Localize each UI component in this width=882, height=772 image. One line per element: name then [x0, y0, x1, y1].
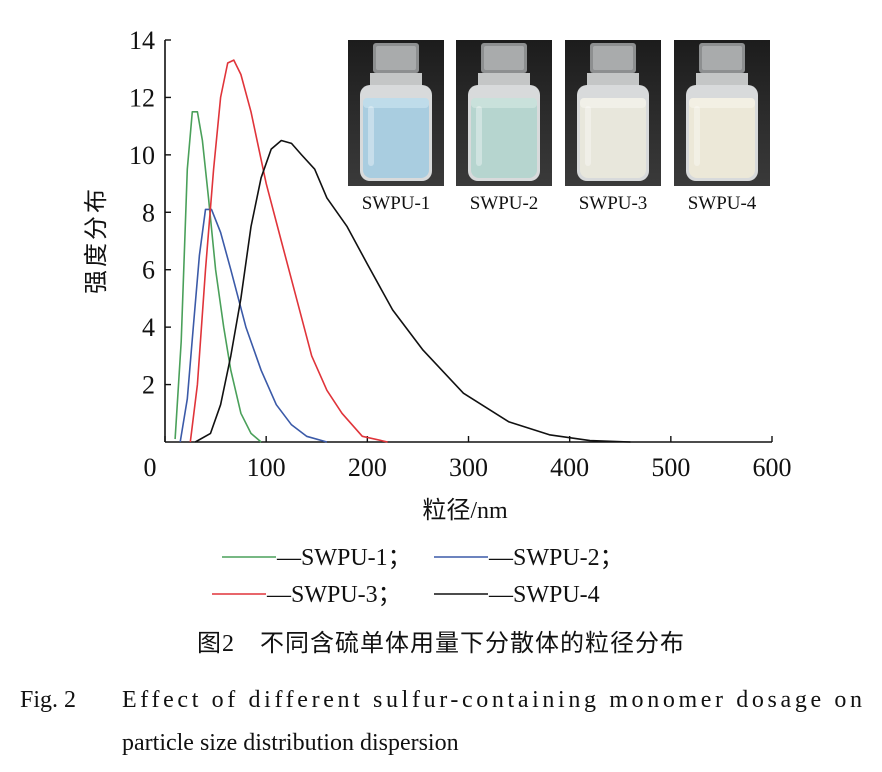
vial-liquid-surface	[580, 98, 646, 108]
series-line-swpu-2	[179, 208, 328, 443]
vial-cap-highlight	[484, 46, 524, 70]
legend-label-swpu-1: —SWPU-1；	[276, 545, 412, 571]
x-tick-label: 300	[449, 453, 488, 482]
vial-neck	[696, 73, 748, 85]
series-line-swpu-1	[174, 111, 262, 443]
photo-swpu-3: SWPU-3	[565, 40, 661, 214]
caption-english-line1: Effect of different sulfur-containing mo…	[122, 687, 862, 713]
inset-photos: SWPU-1 SWPU-2 SWPU-3 SWPU-4	[348, 40, 770, 214]
photo-label: SWPU-4	[688, 193, 757, 214]
series-line-swpu-3	[189, 59, 388, 443]
y-tick-label: 12	[129, 83, 155, 112]
vial-glare	[368, 106, 374, 166]
photo-swpu-1: SWPU-1	[348, 40, 444, 214]
photo-swpu-2: SWPU-2	[456, 40, 552, 214]
series-line-swpu-4	[194, 139, 631, 443]
y-tick-label: 6	[142, 256, 155, 285]
x-tick-label: 600	[753, 453, 792, 482]
vial-cap-highlight	[376, 46, 416, 70]
x-ticks: 0 100 200 300 400 500 600	[144, 436, 792, 482]
x-tick-label: 400	[550, 453, 589, 482]
y-ticks: 2 4 6 8 10 12 14	[129, 26, 171, 400]
vial-neck	[370, 73, 422, 85]
vial-cap-highlight	[702, 46, 742, 70]
y-tick-label: 10	[129, 141, 155, 170]
photo-label: SWPU-3	[579, 193, 648, 214]
caption-chinese: 图2 不同含硫单体用量下分散体的粒径分布	[197, 630, 685, 657]
photo-swpu-4: SWPU-4	[674, 40, 770, 214]
vial-cap-highlight	[593, 46, 633, 70]
vial-liquid-surface	[471, 98, 537, 108]
x-tick-label: 200	[348, 453, 387, 482]
x-tick-label: 0	[144, 453, 157, 482]
vial-liquid	[363, 98, 429, 178]
vial-liquid-surface	[689, 98, 755, 108]
axes: 0 100 200 300 400 500 600 2 4 6 8 10 12 14	[129, 26, 792, 482]
x-tick-label: 100	[247, 453, 286, 482]
legend-label-swpu-3: —SWPU-3；	[266, 582, 402, 608]
y-tick-label: 8	[142, 198, 155, 227]
y-tick-label: 14	[129, 26, 155, 55]
vial-glare	[585, 106, 591, 166]
vial-liquid	[471, 98, 537, 178]
legend-label-swpu-4: —SWPU-4	[488, 582, 600, 608]
vial-liquid	[689, 98, 755, 178]
vial-neck	[478, 73, 530, 85]
y-tick-label: 2	[142, 371, 155, 400]
y-axis-title: 强度分布	[83, 186, 110, 294]
caption-english-line2: particle size distribution dispersion	[122, 730, 459, 756]
x-axis-title: 粒径/nm	[422, 497, 508, 524]
legend-label-swpu-2: —SWPU-2；	[488, 545, 624, 571]
vial-liquid-surface	[363, 98, 429, 108]
y-tick-label: 4	[142, 313, 155, 342]
vial-neck	[587, 73, 639, 85]
vial-glare	[694, 106, 700, 166]
caption-english-prefix: Fig. 2	[20, 687, 76, 713]
vial-glare	[476, 106, 482, 166]
photo-label: SWPU-1	[362, 193, 431, 214]
photo-label: SWPU-2	[470, 193, 539, 214]
legend: —SWPU-1； —SWPU-2； —SWPU-3； —SWPU-4	[212, 545, 624, 608]
series-layer	[174, 59, 631, 443]
vial-liquid	[580, 98, 646, 178]
x-tick-label: 500	[651, 453, 690, 482]
